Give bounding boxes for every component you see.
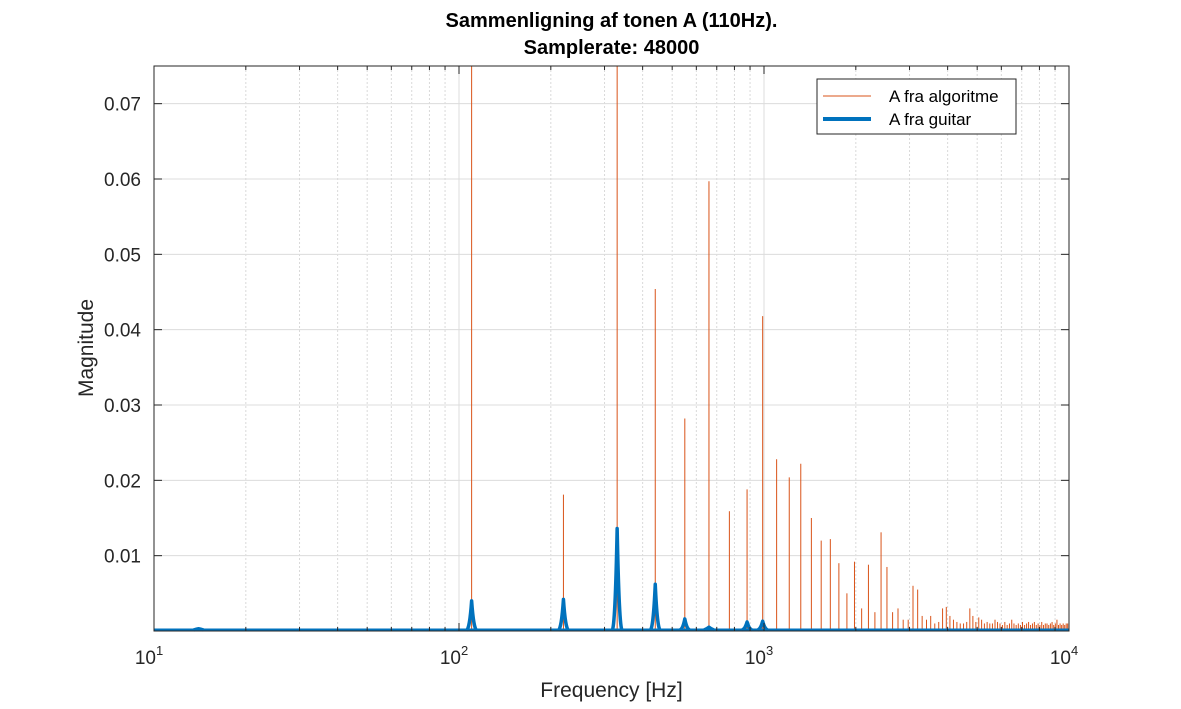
x-tick-labels: 101 102 103 104 [135,643,1078,669]
plot-background [154,66,1069,631]
y-tick-label: 0.04 [104,321,141,342]
y-tick-label: 0.07 [104,95,141,116]
chart-title-line-2: Samplerate: 48000 [524,37,700,59]
x-tick-label: 104 [1050,643,1078,669]
guitar-peak [648,582,662,632]
y-tick-label: 0.03 [104,396,141,417]
guitar-peak [610,526,624,632]
plot-frame [153,65,1070,632]
x-axis-label: Frequency [Hz] [540,679,682,702]
x-tick-label: 101 [135,643,163,669]
legend-entry-guitar: A fra guitar [889,110,972,129]
y-tick-label: 0.01 [104,547,141,568]
guitar-peak [193,626,205,632]
guitar-peak [703,625,715,632]
y-tick-label: 0.05 [104,245,141,266]
legend: A fra algoritme A fra guitar [816,78,1017,135]
y-tick-label: 0.02 [104,471,141,492]
x-tick-label: 103 [745,643,773,669]
y-axis-label: Magnitude [75,299,98,397]
guitar-peak [678,617,691,632]
y-tick-label: 0.06 [104,170,141,191]
y-tick-labels: 0.01 0.02 0.03 0.04 0.05 0.06 0.07 [104,95,141,568]
chart-title-line-1: Sammenligning af tonen A (110Hz). [446,10,778,32]
guitar-peak [557,597,570,632]
guitar-peak [756,619,769,632]
x-tick-label: 102 [440,643,468,669]
guitar-peak [465,599,478,632]
legend-box [816,78,1017,135]
axis-ticks [153,66,1070,631]
legend-entry-algoritme: A fra algoritme [889,87,999,106]
